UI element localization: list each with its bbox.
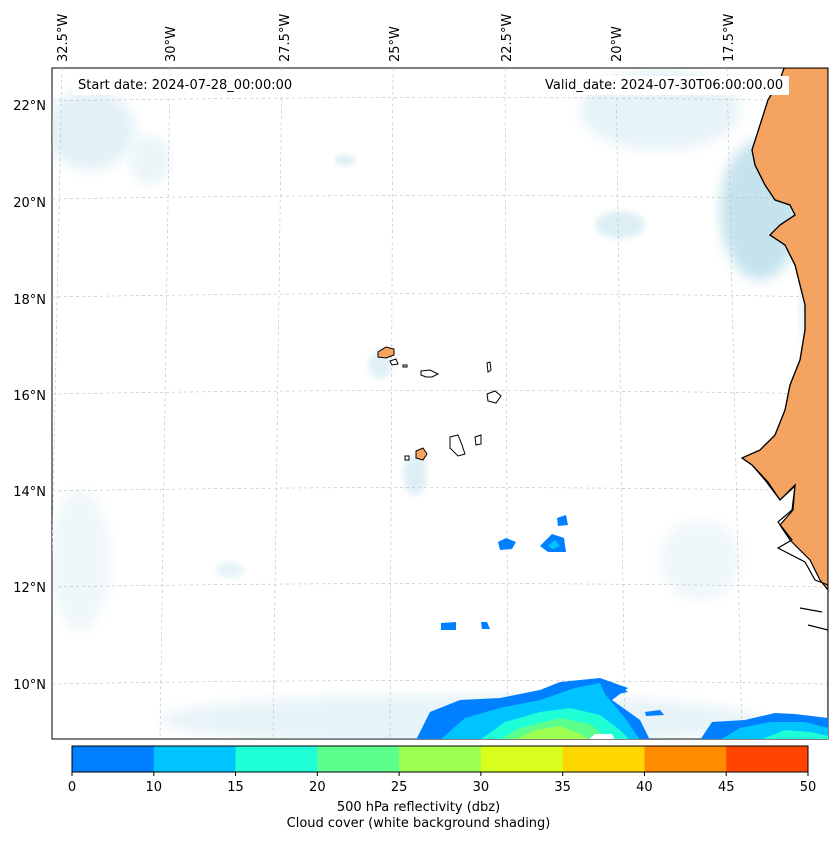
- sao-vicente-island: [389, 358, 399, 366]
- lat-label-20n: 20°N: [13, 196, 46, 211]
- lat-label-18n: 18°N: [13, 293, 46, 308]
- maio-island: [474, 434, 482, 446]
- colorbar-segment: [399, 746, 482, 772]
- africa-coastline-north: [741, 68, 806, 459]
- colorbar-tick-label: 20: [309, 780, 326, 795]
- colorbar-tick-label: 45: [718, 780, 735, 795]
- cape-verde-islands: [377, 346, 502, 461]
- colorbar-tick-label: 0: [68, 780, 76, 795]
- colorbar-tick-label: 35: [554, 780, 571, 795]
- colorbar-tick-label: 15: [227, 780, 244, 795]
- colorbar-segment: [644, 746, 727, 772]
- boa-vista-island: [486, 390, 502, 404]
- reflectivity-layer: [416, 515, 828, 739]
- sal-island: [486, 361, 492, 373]
- latitude-labels: 22°N 20°N 18°N 16°N 14°N 12°N 10°N: [13, 99, 46, 693]
- graticule: [52, 68, 828, 739]
- brava-island: [404, 455, 410, 461]
- lon-label-25w: 25°W: [388, 26, 403, 62]
- lon-label-17-5w: 17.5°W: [722, 14, 737, 62]
- colorbar-label-cloud: Cloud cover (white background shading): [286, 816, 551, 831]
- colorbar-tick-label: 40: [636, 780, 653, 795]
- colorbar-segment: [562, 746, 645, 772]
- lon-label-20w: 20°W: [610, 26, 625, 62]
- colorbar-segment: [153, 746, 237, 772]
- longitude-labels: 32.5°W 30°W 27.5°W 25°W 22.5°W 20°W 17.5…: [56, 14, 737, 62]
- colorbar-segment: [72, 746, 155, 772]
- map-frame: [51, 67, 829, 740]
- colorbar-tick-label: 10: [146, 780, 163, 795]
- colorbar-label-reflectivity: 500 hPa reflectivity (dbz): [336, 800, 501, 815]
- fogo-island: [415, 447, 428, 461]
- colorbar-segment: [317, 746, 400, 772]
- colorbar-segment: [235, 746, 318, 772]
- colorbar-segment: [726, 746, 809, 772]
- colorbar-tick-label: 25: [391, 780, 408, 795]
- santa-luzia-island: [402, 364, 408, 368]
- africa-coastline-south: [741, 457, 828, 631]
- sao-nicolau-island: [420, 369, 440, 378]
- lon-label-27-5w: 27.5°W: [278, 14, 293, 62]
- valid-date-label: Valid_date: 2024-07-30T06:00:00.00: [539, 76, 790, 95]
- colorbar-tick-label: 50: [800, 780, 817, 795]
- lat-label-14n: 14°N: [13, 485, 46, 500]
- colorbar-caption: 500 hPa reflectivity (dbz) Cloud cover (…: [0, 800, 837, 832]
- santo-antao-island: [377, 346, 395, 359]
- lon-label-30w: 30°W: [164, 26, 179, 62]
- colorbar-tick-label: 30: [473, 780, 490, 795]
- lat-label-16n: 16°N: [13, 389, 46, 404]
- colorbar-frame: [71, 745, 809, 773]
- lat-label-12n: 12°N: [13, 581, 46, 596]
- santiago-island: [449, 434, 466, 457]
- lon-label-22-5w: 22.5°W: [500, 14, 515, 62]
- lat-label-22n: 22°N: [13, 99, 46, 114]
- lon-label-32-5w: 32.5°W: [56, 14, 71, 62]
- lat-label-10n: 10°N: [13, 678, 46, 693]
- start-date-label: Start date: 2024-07-28_00:00:00: [72, 76, 299, 95]
- colorbar: 0 10 15 20 25 30 35 40 45 50: [68, 745, 817, 795]
- colorbar-segment: [480, 746, 564, 772]
